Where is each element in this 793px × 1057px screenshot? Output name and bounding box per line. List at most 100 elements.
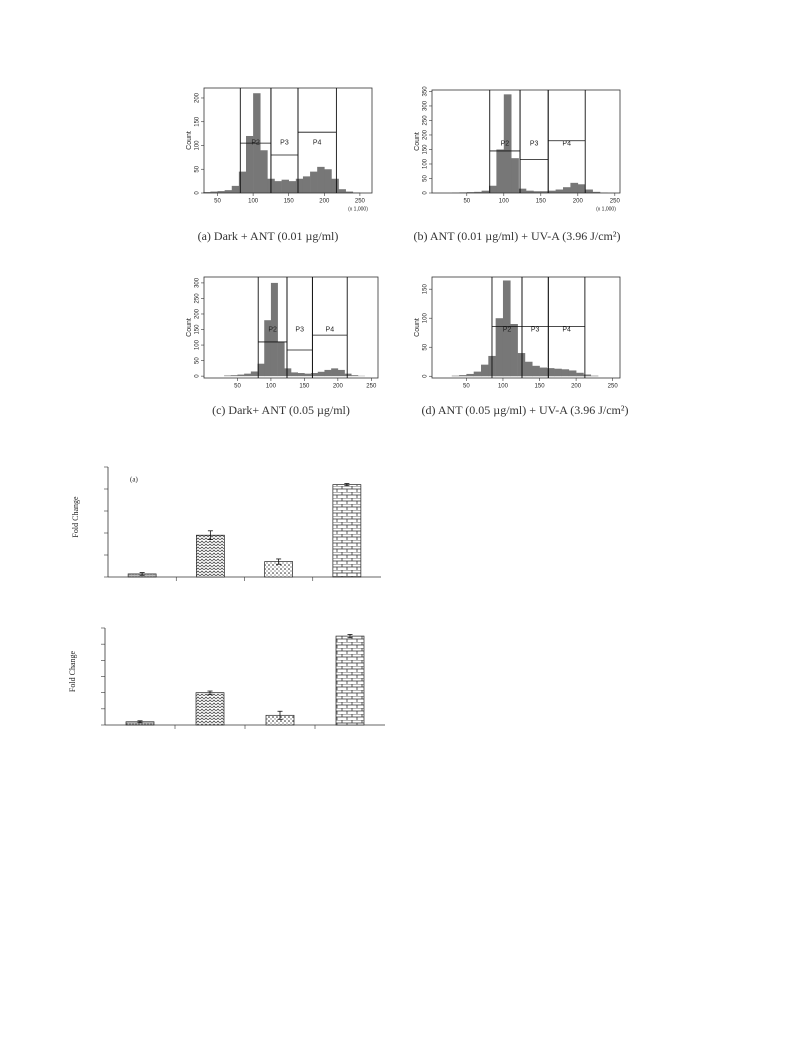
histogram-bin bbox=[224, 190, 233, 193]
y-axis-label: Count bbox=[186, 318, 193, 337]
histogram-bin bbox=[217, 191, 225, 193]
x-tick-label: 200 bbox=[319, 199, 330, 205]
histogram-bin bbox=[488, 185, 497, 193]
gate-label: P4 bbox=[562, 140, 571, 147]
histogram-bin bbox=[548, 190, 556, 193]
gate-label: P3 bbox=[530, 140, 539, 147]
histogram-bin bbox=[496, 149, 505, 193]
caption: (b) ANT (0.01 µg/ml) + UV-A (3.96 J/cm²) bbox=[414, 229, 621, 243]
histogram-bin bbox=[302, 176, 311, 193]
y-tick-label: 300 bbox=[195, 277, 201, 288]
x-tick-label: 150 bbox=[299, 384, 310, 390]
gate-label: P4 bbox=[326, 326, 335, 333]
histogram-bin bbox=[291, 372, 298, 377]
histogram-bin bbox=[533, 191, 542, 193]
histogram-bin bbox=[546, 368, 555, 377]
gate-label: P2 bbox=[251, 139, 260, 146]
gate-label: P3 bbox=[531, 326, 540, 333]
x-tick-label: 150 bbox=[535, 384, 546, 390]
histogram-bin bbox=[337, 369, 345, 377]
histogram-bin bbox=[288, 181, 297, 193]
bar bbox=[332, 484, 362, 578]
gate-label: P3 bbox=[280, 139, 289, 146]
histogram-bin bbox=[310, 171, 318, 193]
y-tick-label: 100 bbox=[423, 313, 429, 324]
histogram-bin bbox=[231, 185, 240, 193]
x-tick-label: 150 bbox=[536, 199, 547, 205]
x-unit: (x 1,000) bbox=[596, 206, 616, 212]
x-tick-label: 250 bbox=[610, 199, 621, 205]
histogram-bin bbox=[539, 367, 548, 377]
histogram-bin bbox=[502, 280, 511, 377]
y-tick-label: 300 bbox=[423, 100, 429, 111]
histogram-bin bbox=[238, 171, 247, 193]
y-tick-label: 150 bbox=[423, 144, 429, 155]
x-tick-label: 150 bbox=[284, 199, 295, 205]
caption: (d) ANT (0.05 µg/ml) + UV-A (3.96 J/cm²) bbox=[422, 403, 629, 417]
histogram-bin bbox=[244, 373, 252, 377]
histogram-bin bbox=[474, 191, 482, 193]
histogram-bin bbox=[237, 374, 245, 377]
x-tick-label: 50 bbox=[234, 384, 241, 390]
histogram-bin bbox=[481, 364, 489, 377]
plot-frame bbox=[431, 276, 621, 379]
y-tick-label: 50 bbox=[423, 174, 429, 181]
histogram-bin bbox=[524, 361, 533, 377]
gate-label: P2 bbox=[501, 140, 510, 147]
x-tick-label: 50 bbox=[214, 199, 221, 205]
histogram-bin bbox=[338, 189, 346, 193]
caption: (c) Dark+ ANT (0.05 µg/ml) bbox=[212, 403, 350, 417]
x-tick-label: 200 bbox=[573, 199, 584, 205]
y-tick-label: 250 bbox=[423, 115, 429, 126]
histogram-bin bbox=[517, 353, 526, 377]
gate-label: P4 bbox=[562, 326, 571, 333]
y-tick-label: 350 bbox=[423, 86, 429, 97]
x-tick-label: 50 bbox=[463, 384, 470, 390]
y-tick-label: 50 bbox=[195, 165, 201, 172]
histogram-bin bbox=[590, 375, 599, 377]
y-axis-label: Fold Change bbox=[68, 650, 77, 692]
panel-label: (a) bbox=[130, 476, 138, 484]
histogram-bin bbox=[224, 375, 232, 377]
histogram-bin bbox=[540, 191, 549, 193]
caption: (a) Dark + ANT (0.01 µg/ml) bbox=[198, 229, 339, 243]
bar bbox=[196, 534, 225, 578]
histogram-bin bbox=[518, 188, 527, 193]
bar bbox=[195, 692, 225, 726]
histogram-bin bbox=[210, 191, 218, 193]
y-axis-label: Count bbox=[186, 131, 193, 150]
histogram-bin bbox=[451, 375, 460, 377]
histogram-bin bbox=[324, 369, 332, 377]
y-tick-label: 100 bbox=[195, 339, 201, 350]
x-tick-label: 50 bbox=[463, 199, 470, 205]
histogram-bin bbox=[250, 371, 258, 377]
histogram-bin bbox=[317, 371, 325, 377]
y-tick-label: 0 bbox=[195, 191, 201, 195]
histogram-bin bbox=[503, 94, 512, 193]
histogram-bin bbox=[324, 169, 332, 193]
y-tick-label: 0 bbox=[423, 374, 429, 378]
y-axis-label: Count bbox=[414, 318, 421, 337]
x-tick-label: 250 bbox=[355, 199, 366, 205]
histogram-bin bbox=[331, 178, 339, 193]
y-tick-label: 150 bbox=[423, 284, 429, 295]
y-tick-label: 0 bbox=[195, 374, 201, 378]
histogram-bin bbox=[246, 135, 254, 193]
histogram-bin bbox=[532, 365, 540, 377]
histogram-bin bbox=[576, 372, 584, 377]
histogram-bin bbox=[466, 373, 474, 377]
gate-label: P2 bbox=[503, 326, 512, 333]
y-tick-label: 50 bbox=[195, 357, 201, 364]
y-tick-label: 200 bbox=[423, 129, 429, 140]
y-tick-label: 100 bbox=[423, 158, 429, 169]
gate-label: P3 bbox=[295, 326, 304, 333]
histogram-bin bbox=[345, 191, 354, 193]
y-tick-label: 150 bbox=[195, 324, 201, 335]
histogram-bin bbox=[555, 189, 564, 193]
histogram-bin bbox=[568, 370, 577, 377]
histogram-bin bbox=[284, 368, 292, 377]
histogram-bin bbox=[473, 371, 482, 377]
y-tick-label: 50 bbox=[423, 343, 429, 350]
histogram-bin bbox=[459, 375, 467, 377]
